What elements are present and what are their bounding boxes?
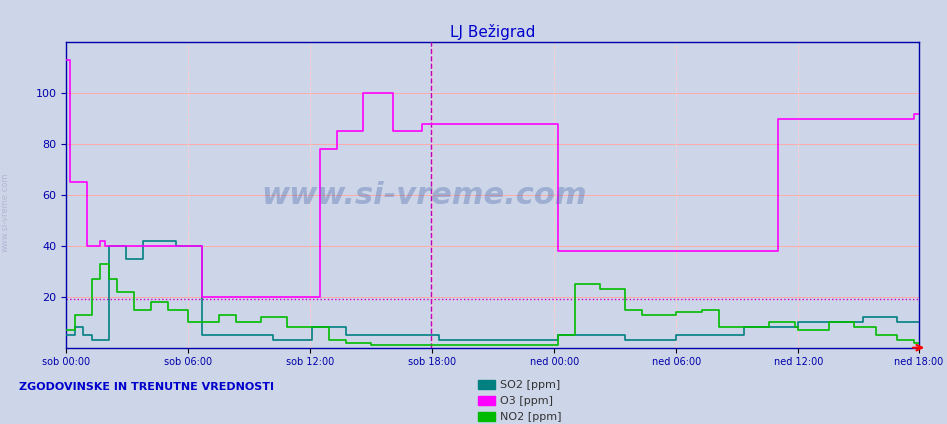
Text: SO2 [ppm]: SO2 [ppm] xyxy=(500,380,561,390)
Text: www.si-vreme.com: www.si-vreme.com xyxy=(0,172,9,252)
Text: NO2 [ppm]: NO2 [ppm] xyxy=(500,412,562,422)
Title: LJ Bežigrad: LJ Bežigrad xyxy=(450,24,535,40)
Text: O3 [ppm]: O3 [ppm] xyxy=(500,396,553,406)
Text: www.si-vreme.com: www.si-vreme.com xyxy=(261,181,587,209)
Text: ZGODOVINSKE IN TRENUTNE VREDNOSTI: ZGODOVINSKE IN TRENUTNE VREDNOSTI xyxy=(19,382,274,392)
